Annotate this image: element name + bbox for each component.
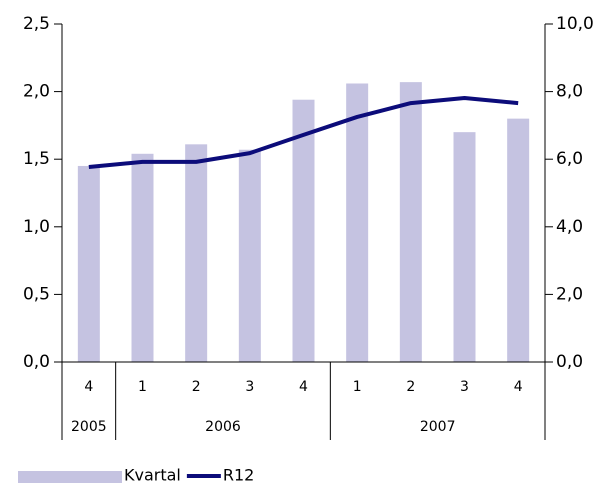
year-label: 2007 [420,419,456,435]
y-tick-label: 1,0 [23,217,50,237]
line [88,96,519,169]
x-tick-label: 4 [84,379,93,395]
y2-tick-label: 6,0 [556,149,583,169]
x-tick-label: 4 [514,379,523,395]
y2-tick-label: 4,0 [556,217,583,237]
y2-tick-label: 0,0 [556,352,583,372]
year-label: 2006 [205,419,241,435]
bar [507,118,530,362]
bar [238,149,261,362]
x-tick-label: 1 [138,379,147,395]
year-label: 2005 [71,419,107,435]
legend-swatch [18,471,122,483]
y2-tick-label: 2,0 [556,284,583,304]
bar [131,153,154,362]
x-tick-label: 2 [192,379,201,395]
bar [77,165,100,362]
y-tick-label: 1,5 [23,149,50,169]
y-tick-label: 2,5 [23,14,50,34]
x-tick-label: 2 [406,379,415,395]
y2-tick-label: 8,0 [556,82,583,102]
x-tick-label: 3 [245,379,254,395]
y2-tick-label: 10,0 [556,14,594,34]
x-tick-label: 4 [299,379,308,395]
bar [346,83,369,362]
bar [399,82,422,363]
y-tick-label: 0,5 [23,284,50,304]
x-tick-label: 1 [353,379,362,395]
y-tick-label: 0,0 [23,352,50,372]
bar [453,132,476,362]
legend-label: R12 [223,466,254,483]
legend-label: Kvartal [124,466,181,483]
y-tick-label: 2,0 [23,82,50,102]
bar [185,144,208,362]
x-tick-label: 3 [460,379,469,395]
bar [292,99,315,362]
